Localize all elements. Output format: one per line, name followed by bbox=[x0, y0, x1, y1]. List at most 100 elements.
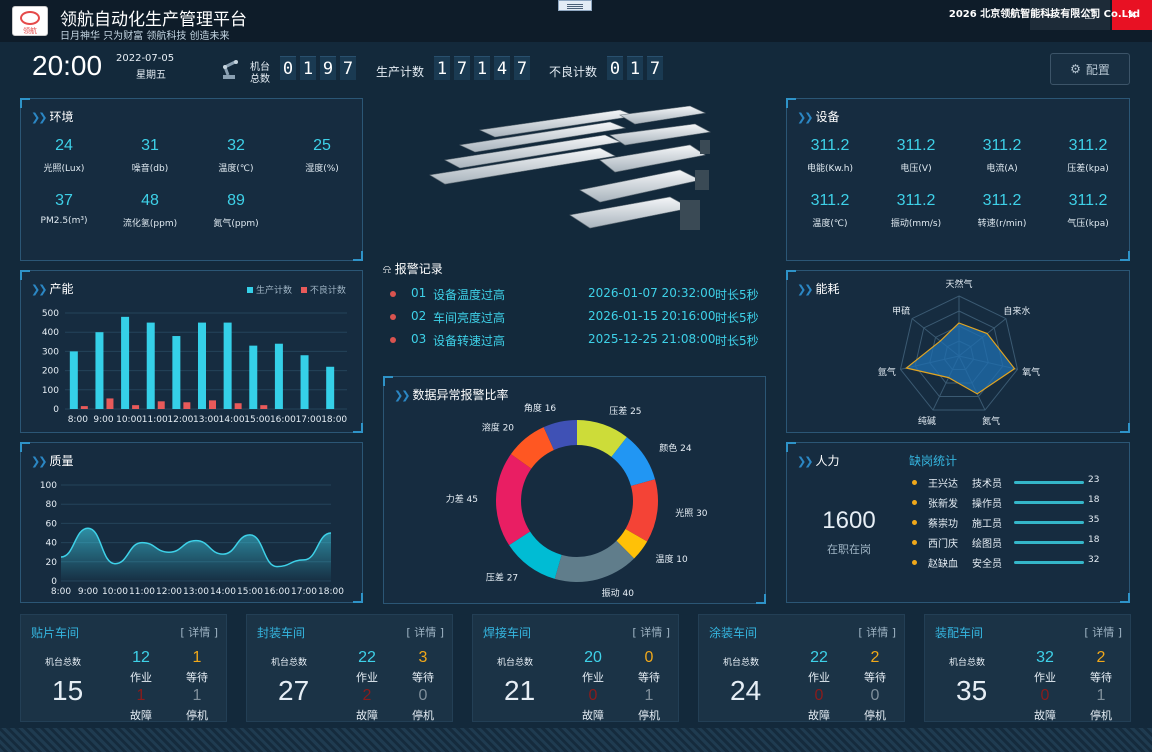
bar-production bbox=[300, 355, 309, 409]
anomaly-title-text: 数据异常报警比率 bbox=[412, 388, 509, 402]
stopped-cell: 1 停机 bbox=[177, 687, 217, 723]
maximize-button[interactable]: ❐ bbox=[1070, 0, 1110, 30]
radar-ring bbox=[914, 310, 1004, 398]
absence-bar bbox=[1014, 561, 1084, 564]
donut-slice bbox=[496, 454, 532, 546]
quality-title: ❯❯ 质量 bbox=[31, 452, 73, 469]
legend-label: 生产计数 bbox=[256, 286, 293, 296]
donut-slice bbox=[577, 420, 627, 457]
legend-label: 不良计数 bbox=[309, 286, 346, 296]
equipment-title: ❯❯ 设备 bbox=[797, 108, 839, 125]
fault-label: 故障 bbox=[356, 709, 378, 722]
energy-title: ❯❯ 能耗 bbox=[797, 280, 839, 297]
waiting-value: 1 bbox=[192, 649, 202, 666]
quality-area bbox=[61, 528, 331, 581]
config-button[interactable]: ⚙ 配置 bbox=[1050, 53, 1130, 85]
stopped-value: 1 bbox=[1096, 687, 1106, 704]
minimize-button[interactable]: — bbox=[1030, 0, 1070, 30]
x-tick-label: 18:00 bbox=[321, 415, 347, 425]
workshop-detail-link[interactable]: [ 详情 ] bbox=[858, 626, 896, 639]
waiting-cell: 3 等待 bbox=[403, 649, 443, 685]
capacity-legend: 生产计数 不良计数 bbox=[247, 283, 346, 296]
capacity-panel: ❯❯ 产能 生产计数 不良计数 0 100 200 300 400 500 8:00 9:00 1… bbox=[20, 270, 363, 433]
working-cell: 22 作业 bbox=[799, 649, 839, 685]
chevron-icon: ❯❯ bbox=[797, 111, 814, 124]
env-value: 32 bbox=[227, 137, 245, 154]
absence-count: 18 bbox=[1088, 495, 1100, 505]
alarm-row[interactable]: 03 设备转速过高 2025-12-25 21:08:00 时长5秒 bbox=[390, 332, 770, 350]
equip-label: 转速(r/min) bbox=[977, 219, 1027, 229]
env-stat: 25 湿度(%) bbox=[282, 137, 362, 174]
donut-slice-label: 温度 10 bbox=[655, 553, 688, 565]
quality-area-chart: 0 20 40 60 80 100 8:00 9:00 10:00 11:00 12:00 13:00… bbox=[40, 481, 344, 597]
chevron-icon: ❯❯ bbox=[31, 455, 48, 468]
stopped-value: 0 bbox=[870, 687, 880, 704]
radar-axis-label: 氩气 bbox=[878, 366, 896, 378]
anomaly-title: ❯❯ 数据异常报警比率 bbox=[394, 386, 508, 403]
digit: 9 bbox=[320, 56, 336, 80]
x-tick-label: 15:00 bbox=[237, 587, 263, 597]
waiting-cell: 1 等待 bbox=[177, 649, 217, 685]
absence-bar bbox=[1014, 521, 1084, 524]
env-value: 24 bbox=[55, 137, 73, 154]
chevron-icon: ❯❯ bbox=[31, 111, 48, 124]
workshop-name: 焊接车间 bbox=[483, 626, 532, 640]
workshop-card: 焊接车间 [ 详情 ] 机台总数 21 20 作业 0 等待 0 故障 1 停机 bbox=[472, 614, 679, 722]
digit: 0 bbox=[280, 56, 296, 80]
defect-count-label: 不良计数 bbox=[549, 65, 598, 79]
alarm-row[interactable]: 02 车间亮度过高 2026-01-15 20:16:00 时长5秒 bbox=[390, 309, 770, 327]
equip-stat: 311.2 压差(kpa) bbox=[1048, 137, 1128, 174]
x-tick-label: 16:00 bbox=[264, 587, 290, 597]
workshop-detail-link[interactable]: [ 详情 ] bbox=[406, 626, 444, 639]
radar-axis-label: 氮气 bbox=[982, 415, 1000, 427]
donut-slice bbox=[611, 437, 656, 486]
workshop-total-label: 机台总数 bbox=[723, 658, 760, 668]
donut-slice-label: 光照 30 bbox=[675, 507, 708, 519]
y-tick-label: 80 bbox=[46, 500, 58, 510]
app-logo: 领航 bbox=[12, 6, 48, 36]
alarm-row[interactable]: 01 设备温度过高 2026-01-07 20:32:00 时长5秒 bbox=[390, 286, 770, 304]
env-label: 光照(Lux) bbox=[43, 164, 85, 174]
waiting-label: 等待 bbox=[864, 671, 886, 684]
working-label: 作业 bbox=[808, 671, 830, 684]
drag-handle[interactable] bbox=[558, 0, 592, 11]
workshop-total-label: 机台总数 bbox=[497, 658, 534, 668]
donut-slice-label: 力差 45 bbox=[446, 493, 478, 505]
fault-label: 故障 bbox=[1034, 709, 1056, 722]
staff-name: 赵缺血 bbox=[928, 559, 958, 570]
x-tick-label: 16:00 bbox=[270, 415, 296, 425]
absence-bar bbox=[1014, 481, 1084, 484]
absence-count: 35 bbox=[1088, 515, 1100, 525]
bar-production bbox=[198, 322, 206, 409]
stopped-label: 停机 bbox=[864, 709, 886, 722]
staff-role: 安全员 bbox=[972, 559, 1002, 570]
workshop-total: 35 bbox=[956, 675, 988, 706]
alarm-records-title-text: 报警记录 bbox=[394, 262, 443, 276]
workshop-detail-link[interactable]: [ 详情 ] bbox=[632, 626, 670, 639]
absence-count: 18 bbox=[1088, 535, 1100, 545]
manpower-title: ❯❯ 人力 bbox=[797, 452, 839, 469]
env-label: PM2.5(m³) bbox=[40, 216, 88, 226]
digit: 7 bbox=[454, 56, 470, 80]
workshop-detail-link[interactable]: [ 详情 ] bbox=[1084, 626, 1122, 639]
digit: 1 bbox=[434, 56, 450, 80]
equip-value: 311.2 bbox=[896, 192, 936, 209]
absence-count: 32 bbox=[1088, 555, 1100, 565]
x-tick-label: 14:00 bbox=[219, 415, 245, 425]
bar-production bbox=[121, 316, 130, 409]
radar-axis-label: 自来水 bbox=[1003, 305, 1030, 317]
close-button[interactable]: ✕ bbox=[1112, 0, 1152, 30]
workshop-detail-link[interactable]: [ 详情 ] bbox=[180, 626, 218, 639]
digit: 1 bbox=[474, 56, 490, 80]
equip-value: 311.2 bbox=[810, 137, 850, 154]
equipment-panel: ❯❯ 设备 311.2 电能(Kw.h) 311.2 电压(V) 311.2 电流(A)… bbox=[786, 98, 1130, 261]
waiting-label: 等待 bbox=[638, 671, 660, 684]
capacity-title-text: 产能 bbox=[49, 282, 74, 296]
donut-slice bbox=[554, 540, 635, 582]
workshop-name: 封装车间 bbox=[257, 626, 306, 640]
alarm-text: 设备转速过高 bbox=[433, 334, 506, 348]
env-label: 流化氢(ppm) bbox=[122, 219, 178, 229]
donut-slice bbox=[625, 479, 658, 542]
working-cell: 12 作业 bbox=[121, 649, 161, 685]
